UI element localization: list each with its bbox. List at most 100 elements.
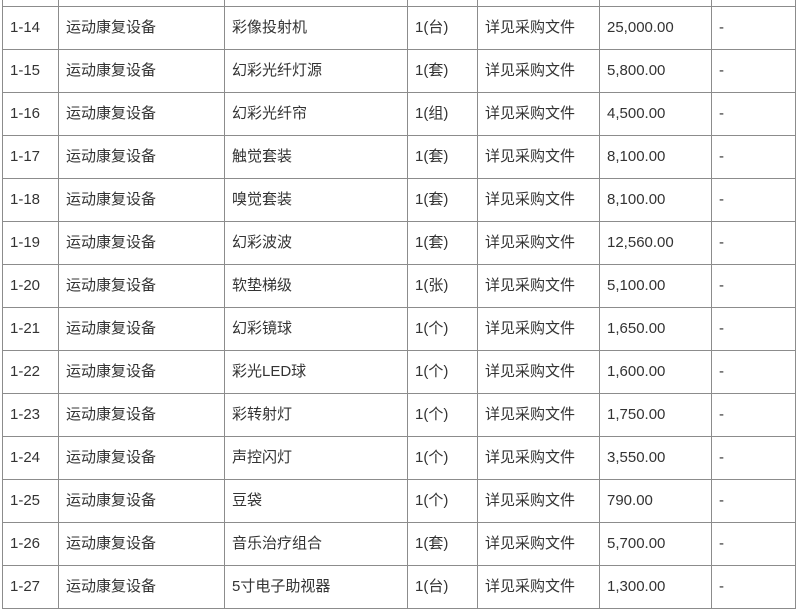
cell-quantity: 1(个) — [407, 307, 478, 351]
cell-category: 运动康复设备 — [58, 350, 225, 394]
cell-price: 25,000.00 — [599, 6, 712, 50]
cell-price: 4,500.00 — [599, 92, 712, 136]
table-row: 1-27 运动康复设备 5寸电子助视器 1(台) 详见采购文件 1,300.00… — [2, 565, 796, 609]
cell-category: 运动康复设备 — [58, 436, 225, 480]
cell-quantity: 1(张) — [407, 264, 478, 308]
cell-category: 运动康复设备 — [58, 565, 225, 609]
cell-index: 1-23 — [2, 393, 59, 437]
cell-note: - — [711, 92, 796, 136]
cell-index: 1-18 — [2, 178, 59, 222]
cell-category: 运动康复设备 — [58, 92, 225, 136]
cell-item-name: 幻彩光纤灯源 — [224, 49, 408, 93]
cell-index: 1-27 — [2, 565, 59, 609]
cell-item-name: 彩光LED球 — [224, 350, 408, 394]
cell-item-name: 音乐治疗组合 — [224, 522, 408, 566]
cell-quantity: 1(台) — [407, 565, 478, 609]
table-row: 1-17 运动康复设备 触觉套装 1(套) 详见采购文件 8,100.00 - — [2, 135, 796, 179]
cell-note: - — [711, 135, 796, 179]
cell-item-name: 5寸电子助视器 — [224, 565, 408, 609]
cell-price: 5,800.00 — [599, 49, 712, 93]
cell-quantity: 1(套) — [407, 522, 478, 566]
cell-price: 1,650.00 — [599, 307, 712, 351]
cell-price: 3,550.00 — [599, 436, 712, 480]
cell-item-name: 声控闪灯 — [224, 436, 408, 480]
cell-quantity: 1(个) — [407, 436, 478, 480]
cell-note: - — [711, 221, 796, 265]
table-row: 1-21 运动康复设备 幻彩镜球 1(个) 详见采购文件 1,650.00 - — [2, 307, 796, 351]
cell-category: 运动康复设备 — [58, 49, 225, 93]
cell-item-name: 彩像投射机 — [224, 6, 408, 50]
cell-index: 1-26 — [2, 522, 59, 566]
cell-item-name: 幻彩波波 — [224, 221, 408, 265]
cell-price: 1,750.00 — [599, 393, 712, 437]
cell-index: 1-15 — [2, 49, 59, 93]
table-row: 1-23 运动康复设备 彩转射灯 1(个) 详见采购文件 1,750.00 - — [2, 393, 796, 437]
cell-item-name: 嗅觉套装 — [224, 178, 408, 222]
cell-requirement: 详见采购文件 — [477, 92, 600, 136]
cell-note: - — [711, 350, 796, 394]
cell-requirement: 详见采购文件 — [477, 135, 600, 179]
cell-category: 运动康复设备 — [58, 307, 225, 351]
cell-index: 1-24 — [2, 436, 59, 480]
cell-item-name: 软垫梯级 — [224, 264, 408, 308]
table-row: 1-15 运动康复设备 幻彩光纤灯源 1(套) 详见采购文件 5,800.00 … — [2, 49, 796, 93]
cell-quantity: 1(台) — [407, 6, 478, 50]
cell-index: 1-19 — [2, 221, 59, 265]
table-row: 1-18 运动康复设备 嗅觉套装 1(套) 详见采购文件 8,100.00 - — [2, 178, 796, 222]
cell-price: 5,700.00 — [599, 522, 712, 566]
cell-requirement: 详见采购文件 — [477, 479, 600, 523]
cell-requirement: 详见采购文件 — [477, 307, 600, 351]
cell-index: 1-21 — [2, 307, 59, 351]
cell-index: 1-22 — [2, 350, 59, 394]
cell-price: 12,560.00 — [599, 221, 712, 265]
table-row: 1-24 运动康复设备 声控闪灯 1(个) 详见采购文件 3,550.00 - — [2, 436, 796, 480]
cell-note: - — [711, 49, 796, 93]
cell-note: - — [711, 479, 796, 523]
cell-note: - — [711, 436, 796, 480]
cell-item-name: 彩转射灯 — [224, 393, 408, 437]
cell-quantity: 1(套) — [407, 135, 478, 179]
cell-note: - — [711, 6, 796, 50]
cell-category: 运动康复设备 — [58, 6, 225, 50]
cell-requirement: 详见采购文件 — [477, 565, 600, 609]
table-row: 1-22 运动康复设备 彩光LED球 1(个) 详见采购文件 1,600.00 … — [2, 350, 796, 394]
cell-requirement: 详见采购文件 — [477, 6, 600, 50]
cell-category: 运动康复设备 — [58, 479, 225, 523]
cell-requirement: 详见采购文件 — [477, 350, 600, 394]
cell-quantity: 1(个) — [407, 393, 478, 437]
cell-requirement: 详见采购文件 — [477, 178, 600, 222]
cell-index: 1-17 — [2, 135, 59, 179]
cell-item-name: 触觉套装 — [224, 135, 408, 179]
cell-quantity: 1(套) — [407, 178, 478, 222]
cell-item-name: 幻彩光纤帘 — [224, 92, 408, 136]
cell-index: 1-20 — [2, 264, 59, 308]
cell-price: 8,100.00 — [599, 135, 712, 179]
cell-index: 1-14 — [2, 6, 59, 50]
cell-requirement: 详见采购文件 — [477, 264, 600, 308]
cell-price: 1,300.00 — [599, 565, 712, 609]
cell-index: 1-25 — [2, 479, 59, 523]
cell-quantity: 1(套) — [407, 221, 478, 265]
cell-category: 运动康复设备 — [58, 264, 225, 308]
cell-quantity: 1(套) — [407, 49, 478, 93]
cell-quantity: 1(个) — [407, 479, 478, 523]
cell-requirement: 详见采购文件 — [477, 393, 600, 437]
cell-note: - — [711, 565, 796, 609]
cell-category: 运动康复设备 — [58, 393, 225, 437]
cell-note: - — [711, 522, 796, 566]
cell-price: 5,100.00 — [599, 264, 712, 308]
cell-category: 运动康复设备 — [58, 178, 225, 222]
cell-price: 790.00 — [599, 479, 712, 523]
table-row: 1-26 运动康复设备 音乐治疗组合 1(套) 详见采购文件 5,700.00 … — [2, 522, 796, 566]
cell-category: 运动康复设备 — [58, 522, 225, 566]
cell-index: 1-16 — [2, 92, 59, 136]
cell-note: - — [711, 178, 796, 222]
cell-requirement: 详见采购文件 — [477, 436, 600, 480]
cell-price: 1,600.00 — [599, 350, 712, 394]
cell-category: 运动康复设备 — [58, 135, 225, 179]
table-row: 1-14 运动康复设备 彩像投射机 1(台) 详见采购文件 25,000.00 … — [2, 6, 796, 50]
cell-quantity: 1(个) — [407, 350, 478, 394]
cell-item-name: 豆袋 — [224, 479, 408, 523]
cell-category: 运动康复设备 — [58, 221, 225, 265]
